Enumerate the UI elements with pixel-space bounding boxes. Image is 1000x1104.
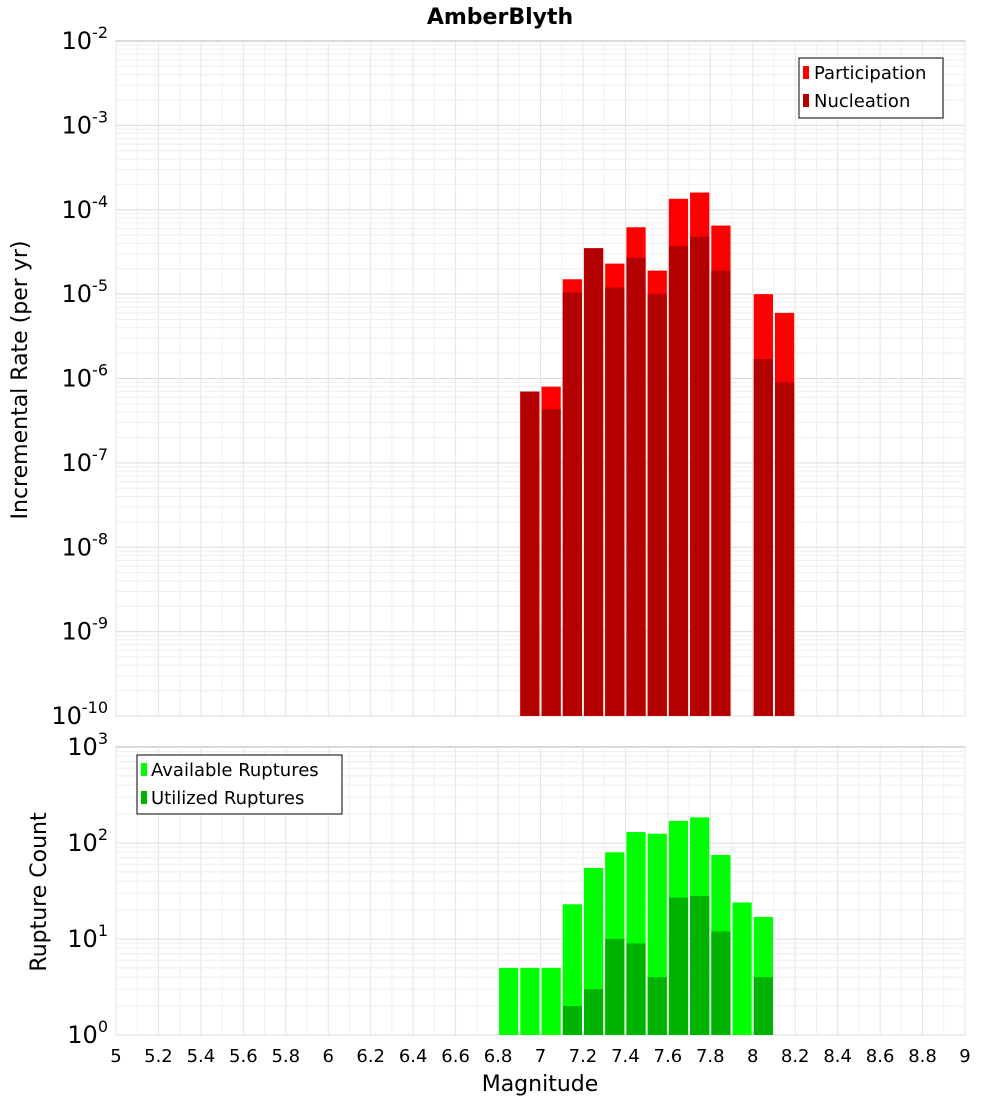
x-tick-labels: 5 5.2 5.4 5.6 5.8 6 6.2 6.4 6.6 6.8 7 7.2 7.4 7.6 7.8 8… [110, 1046, 970, 1067]
bottom-bar-s2 [753, 977, 773, 1035]
bottom-bar-s2 [647, 977, 667, 1035]
bottom-bar-s1 [732, 902, 752, 1035]
top-gridlines [115, 41, 966, 717]
top-y-tick-label: 10-7 [62, 445, 109, 477]
x-tick-label: 6.4 [399, 1046, 428, 1067]
top-bar-s2 [668, 246, 689, 716]
legend-label-available: Available Ruptures [151, 760, 319, 781]
top-bar-s2 [605, 287, 625, 716]
bottom-bar-s1 [541, 967, 561, 1035]
bottom-bar-s2 [668, 897, 689, 1035]
x-tick-label: 8.6 [866, 1046, 895, 1067]
bottom-bar-s2 [690, 896, 710, 1035]
x-tick-label: 7.8 [696, 1046, 725, 1067]
bottom-y-axis-label: Rupture Count [27, 812, 52, 972]
bottom-y-tick-label: 102 [67, 825, 108, 857]
top-bar-s2 [753, 359, 773, 716]
top-y-tick-label: 10-4 [62, 192, 109, 224]
x-tick-label: 6.6 [441, 1046, 470, 1067]
top-y-tick-label: 10-3 [62, 107, 109, 139]
legend-swatch-participation [803, 66, 809, 79]
bottom-y-tick-label: 103 [67, 729, 108, 761]
top-bar-s2 [711, 270, 731, 716]
x-tick-label: 8.4 [823, 1046, 852, 1067]
bottom-legend-box [136, 754, 343, 815]
top-bars [520, 192, 795, 717]
x-tick-label: 6.2 [356, 1046, 385, 1067]
x-tick-label: 5.4 [187, 1046, 216, 1067]
bottom-bars [499, 817, 773, 1035]
top-bar-s2 [690, 236, 710, 716]
top-bar-s2 [562, 292, 582, 716]
x-tick-label: 5.6 [229, 1046, 258, 1067]
top-bar-s2 [541, 409, 561, 716]
top-legend-box [798, 57, 944, 119]
top-y-tick-labels: 10-10 10-9 10-8 10-7 10-6 10-5 10-4 10-3 10-2 [51, 23, 108, 730]
bottom-bar-s2 [605, 939, 625, 1035]
x-tick-label: 5 [110, 1046, 121, 1067]
bottom-bar-s2 [626, 943, 646, 1035]
x-tick-label: 7.2 [569, 1046, 598, 1067]
bottom-bar-s1 [499, 967, 519, 1035]
legend-swatch-nucleation [803, 94, 809, 107]
bottom-legend: Available Ruptures Utilized Ruptures [136, 754, 343, 815]
top-y-tick-label: 10-6 [62, 361, 109, 393]
bottom-y-tick-label: 101 [67, 921, 108, 953]
legend-label-utilized: Utilized Ruptures [151, 788, 304, 809]
x-tick-label: 7.4 [611, 1046, 640, 1067]
x-tick-label: 7 [535, 1046, 546, 1067]
chart-title: AmberBlyth [427, 5, 573, 30]
x-tick-label: 8 [747, 1046, 758, 1067]
legend-swatch-available [141, 763, 147, 776]
top-y-tick-label: 10-5 [62, 276, 109, 308]
top-bar-s2 [520, 391, 540, 716]
top-legend: Participation Nucleation [798, 57, 944, 119]
legend-label-nucleation: Nucleation [814, 91, 910, 112]
x-tick-label: 6.8 [484, 1046, 513, 1067]
top-bar-s2 [583, 248, 604, 717]
x-axis-label: Magnitude [482, 1072, 599, 1097]
bottom-bar-s2 [583, 989, 604, 1035]
bottom-bar-s1 [562, 904, 582, 1035]
top-y-tick-label: 10-9 [62, 614, 109, 646]
bottom-y-tick-labels: 100 101 102 103 [67, 729, 108, 1049]
x-tick-label: 8.8 [908, 1046, 937, 1067]
bottom-y-tick-label: 100 [67, 1017, 108, 1049]
top-y-tick-label: 10-10 [51, 698, 108, 730]
bottom-bar-s2 [711, 931, 731, 1035]
top-y-axis-label: Incremental Rate (per yr) [8, 241, 33, 520]
bottom-bar-s2 [562, 1006, 582, 1035]
bottom-gridlines [115, 747, 966, 1036]
top-y-tick-label: 10-8 [62, 529, 109, 561]
x-tick-label: 5.8 [271, 1046, 300, 1067]
top-bar-s2 [647, 294, 667, 716]
top-y-tick-label: 10-2 [62, 23, 109, 55]
legend-swatch-utilized [141, 791, 147, 804]
bottom-bar-s1 [520, 967, 540, 1035]
top-bar-s2 [774, 382, 795, 716]
x-tick-label: 9 [959, 1046, 970, 1067]
x-tick-label: 8.2 [781, 1046, 810, 1067]
x-tick-label: 5.2 [144, 1046, 173, 1067]
x-tick-label: 6 [323, 1046, 334, 1067]
top-bar-s2 [626, 257, 646, 716]
legend-label-participation: Participation [814, 63, 926, 84]
x-tick-label: 7.6 [654, 1046, 683, 1067]
